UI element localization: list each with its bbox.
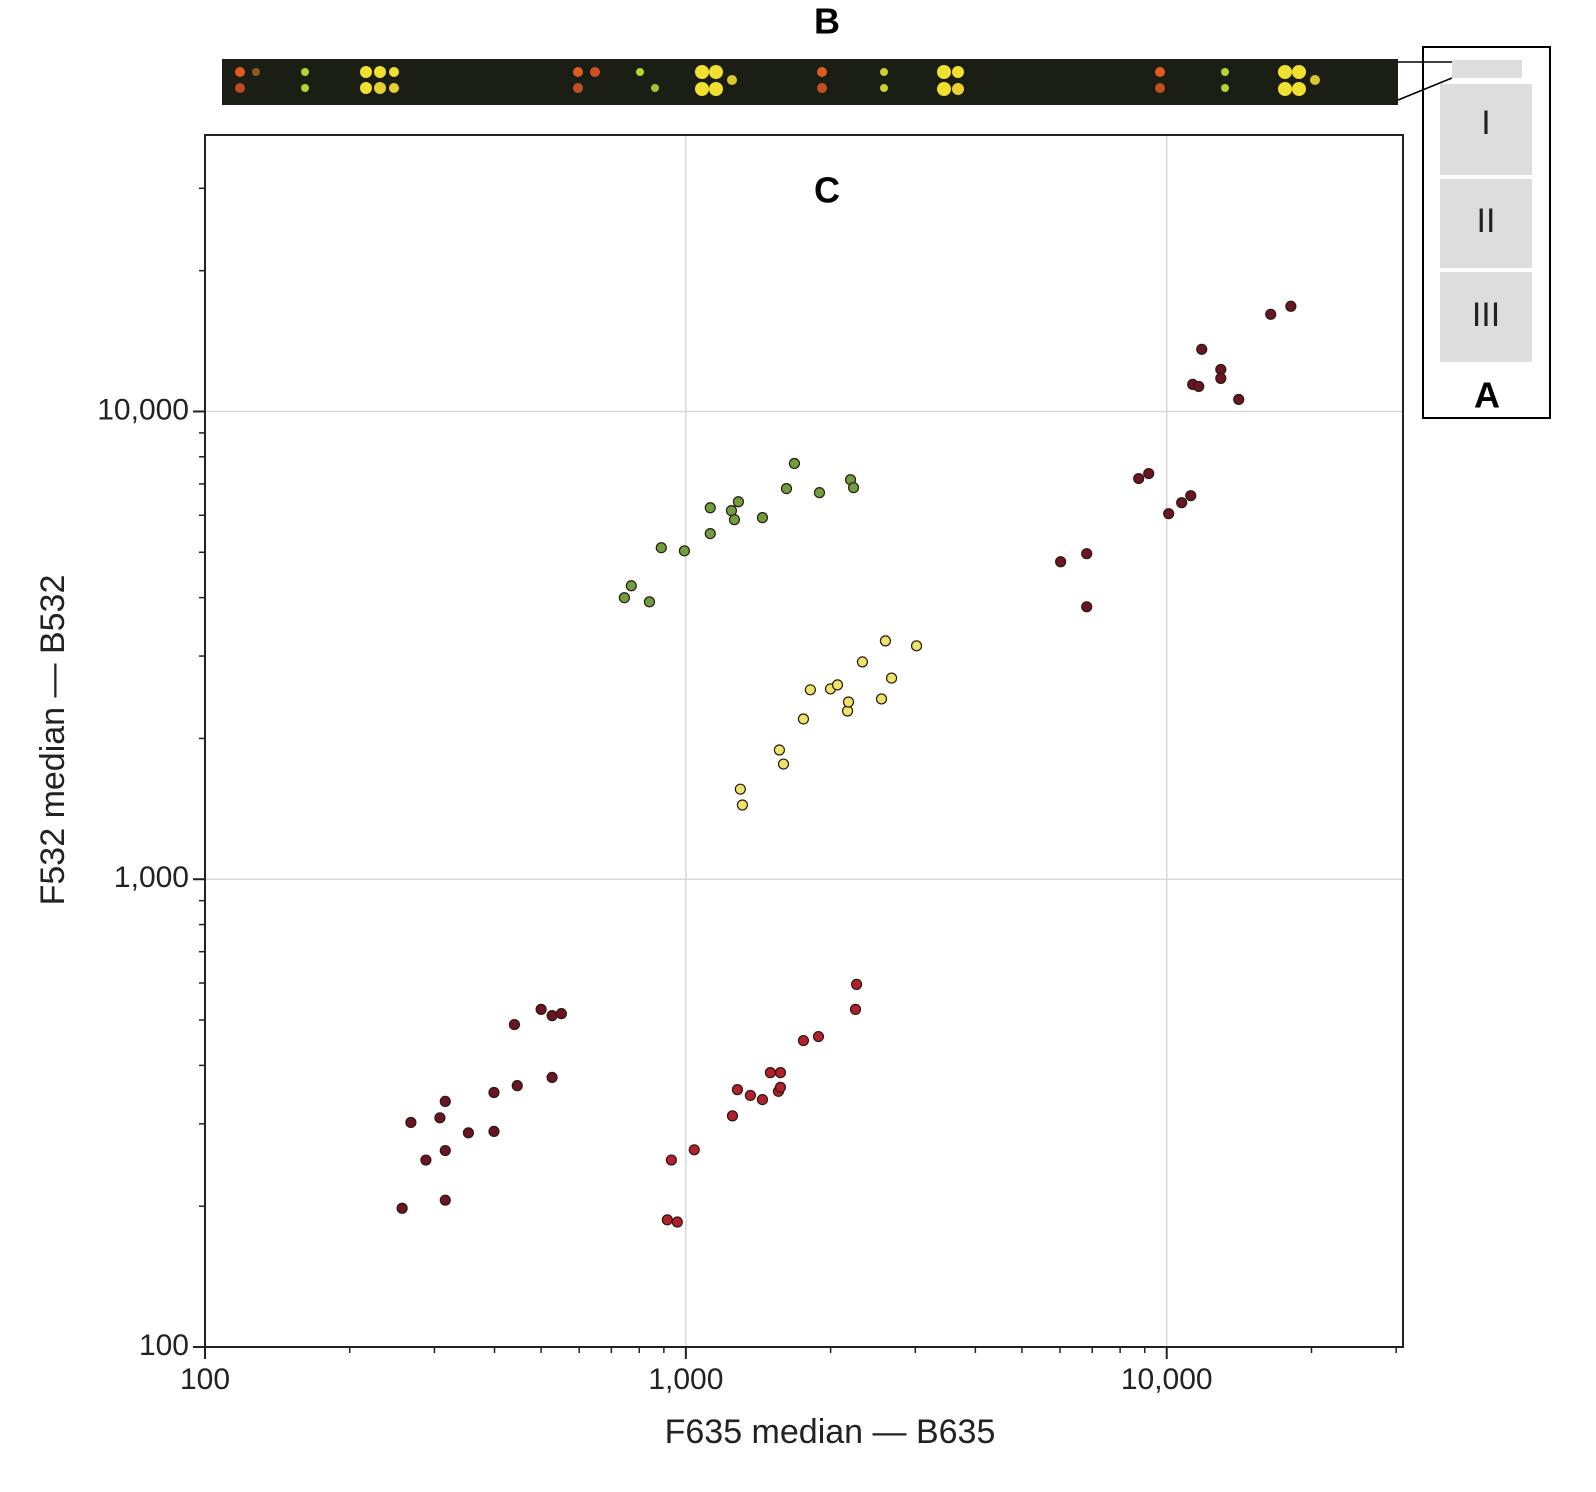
point xyxy=(777,758,790,770)
point xyxy=(688,1144,700,1156)
point xyxy=(1133,472,1145,485)
point xyxy=(774,1081,787,1093)
inset-row-label: I xyxy=(1481,104,1490,142)
point xyxy=(546,1010,558,1022)
y-tick-label: 100 xyxy=(139,1329,189,1362)
point xyxy=(1081,548,1093,560)
point xyxy=(744,1089,756,1102)
point xyxy=(488,1125,500,1138)
x-tick-label: 1,000 xyxy=(648,1363,723,1396)
point xyxy=(618,592,630,604)
point xyxy=(731,1084,744,1096)
point xyxy=(875,693,888,705)
point xyxy=(420,1154,432,1166)
point xyxy=(734,783,746,795)
point xyxy=(462,1127,475,1139)
point xyxy=(1143,467,1155,480)
inset-block xyxy=(1440,84,1532,175)
point xyxy=(856,656,869,668)
panel-label: A xyxy=(1474,375,1500,416)
point xyxy=(625,580,637,592)
point xyxy=(661,1214,673,1226)
point xyxy=(879,635,892,647)
point xyxy=(511,1080,523,1092)
point xyxy=(555,1008,567,1020)
point xyxy=(655,542,667,554)
point xyxy=(756,512,769,524)
point xyxy=(434,1112,446,1124)
point xyxy=(797,1034,810,1047)
x-tick-label: 100 xyxy=(180,1363,230,1396)
point xyxy=(885,672,898,684)
point xyxy=(732,496,744,508)
point xyxy=(1081,601,1093,613)
point xyxy=(812,1030,825,1043)
y-tick-label: 1,000 xyxy=(114,861,189,894)
x-axis-title: F635 median — B635 xyxy=(665,1413,996,1451)
point xyxy=(1233,393,1245,406)
x-tick-label: 10,000 xyxy=(1121,1363,1213,1396)
panel-label: B xyxy=(814,1,840,42)
point xyxy=(797,713,810,725)
point xyxy=(773,744,785,756)
point xyxy=(671,1216,683,1228)
point xyxy=(726,1110,739,1122)
inset-block xyxy=(1440,272,1532,362)
point xyxy=(665,1154,677,1166)
plot-frame xyxy=(204,134,1404,1348)
point xyxy=(1163,508,1175,520)
point xyxy=(849,1003,862,1015)
point xyxy=(728,514,741,526)
point xyxy=(1193,380,1205,393)
point xyxy=(1285,300,1297,312)
point xyxy=(842,696,855,708)
point xyxy=(813,487,826,499)
point xyxy=(439,1194,451,1206)
point xyxy=(780,483,793,495)
inset-row-label: III xyxy=(1472,296,1500,334)
panel-label: C xyxy=(814,170,840,211)
point xyxy=(1176,497,1188,509)
point xyxy=(910,640,923,652)
inset-block xyxy=(1452,60,1522,78)
point xyxy=(546,1071,558,1084)
point xyxy=(841,705,854,717)
point xyxy=(1265,308,1277,320)
array-spots xyxy=(235,65,1320,96)
point xyxy=(1215,372,1227,384)
point xyxy=(439,1095,451,1108)
point xyxy=(488,1086,500,1099)
point xyxy=(396,1202,408,1214)
point xyxy=(643,596,656,608)
point xyxy=(764,1067,776,1079)
point xyxy=(774,1067,787,1079)
plot: 100 1,000 10,000 100 1,000 10,000 xyxy=(97,135,1403,1396)
point xyxy=(847,482,860,494)
point xyxy=(831,679,844,691)
point xyxy=(736,799,749,811)
inset-block xyxy=(1440,179,1532,268)
point xyxy=(756,1093,769,1106)
point xyxy=(704,527,716,540)
point xyxy=(405,1116,417,1129)
connector xyxy=(1397,77,1453,101)
point xyxy=(1055,556,1067,568)
point xyxy=(535,1003,547,1015)
y-tick-label: 10,000 xyxy=(97,393,189,426)
point xyxy=(439,1144,451,1157)
point xyxy=(804,684,816,696)
point xyxy=(1196,343,1208,355)
point xyxy=(678,545,690,557)
point xyxy=(788,457,801,470)
point xyxy=(1185,490,1197,502)
array-strip xyxy=(222,59,1398,105)
inset-row-label: II xyxy=(1477,202,1496,240)
point xyxy=(851,978,863,990)
point xyxy=(704,502,716,514)
y-axis-title: F532 median — B532 xyxy=(34,575,72,906)
point xyxy=(508,1018,521,1031)
